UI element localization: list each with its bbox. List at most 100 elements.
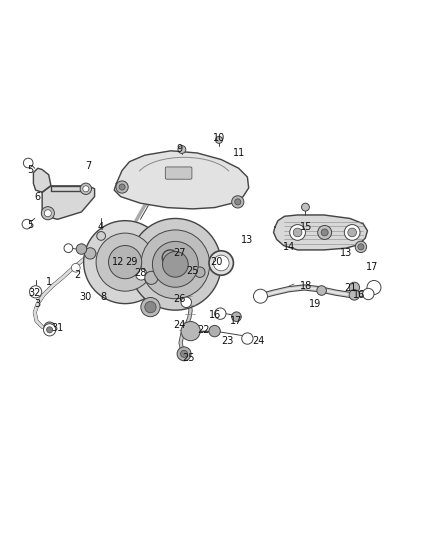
Circle shape <box>85 248 96 259</box>
Circle shape <box>46 327 53 333</box>
Circle shape <box>162 250 178 265</box>
Circle shape <box>318 225 332 239</box>
Text: 9: 9 <box>177 143 183 154</box>
Text: 14: 14 <box>283 242 295 252</box>
Text: 29: 29 <box>126 257 138 267</box>
Circle shape <box>181 321 200 341</box>
Circle shape <box>29 286 42 298</box>
Text: 21: 21 <box>344 284 356 293</box>
Text: 15: 15 <box>300 222 312 232</box>
Text: 3: 3 <box>35 298 41 309</box>
Circle shape <box>293 228 302 237</box>
Text: 27: 27 <box>173 248 186 259</box>
Circle shape <box>242 333 253 344</box>
Text: 17: 17 <box>366 262 378 271</box>
Circle shape <box>43 324 56 336</box>
Circle shape <box>180 263 187 270</box>
Circle shape <box>64 244 73 253</box>
Text: 18: 18 <box>300 281 312 291</box>
Circle shape <box>194 267 205 277</box>
Circle shape <box>41 207 54 220</box>
Polygon shape <box>51 185 88 191</box>
Circle shape <box>349 282 360 293</box>
Text: 26: 26 <box>173 294 186 304</box>
Text: 5: 5 <box>27 165 34 175</box>
Circle shape <box>349 289 360 300</box>
Text: 31: 31 <box>51 322 64 333</box>
Circle shape <box>119 184 125 190</box>
Text: 30: 30 <box>80 292 92 302</box>
Circle shape <box>344 224 360 240</box>
Circle shape <box>178 146 186 154</box>
Polygon shape <box>114 151 249 209</box>
Text: 13: 13 <box>339 248 352 259</box>
Circle shape <box>181 297 191 308</box>
Text: 13: 13 <box>241 235 254 245</box>
Circle shape <box>177 347 191 361</box>
Circle shape <box>96 233 154 291</box>
Text: 4: 4 <box>98 222 104 232</box>
Circle shape <box>290 224 305 240</box>
Circle shape <box>348 228 357 237</box>
Circle shape <box>321 229 328 236</box>
Circle shape <box>209 326 220 337</box>
Circle shape <box>141 230 210 298</box>
Text: 17: 17 <box>230 316 243 326</box>
Text: 11: 11 <box>233 148 245 158</box>
Text: 16: 16 <box>353 290 365 300</box>
Text: 24: 24 <box>252 336 265 346</box>
Circle shape <box>97 231 106 240</box>
Polygon shape <box>130 249 166 280</box>
Circle shape <box>76 244 87 254</box>
Circle shape <box>162 252 188 277</box>
Text: 6: 6 <box>35 192 41 201</box>
Circle shape <box>80 183 92 195</box>
Circle shape <box>209 251 233 275</box>
Text: 8: 8 <box>100 292 106 302</box>
Circle shape <box>358 244 364 250</box>
Text: 12: 12 <box>113 257 125 267</box>
Polygon shape <box>42 185 95 220</box>
Text: 20: 20 <box>211 257 223 267</box>
Text: 25: 25 <box>187 266 199 276</box>
Text: 24: 24 <box>173 320 186 330</box>
Circle shape <box>301 203 309 211</box>
Circle shape <box>22 220 32 229</box>
Circle shape <box>116 181 128 193</box>
Circle shape <box>83 185 89 192</box>
Circle shape <box>130 219 221 310</box>
Circle shape <box>232 312 241 321</box>
Circle shape <box>254 289 268 303</box>
Text: 7: 7 <box>85 161 91 171</box>
Circle shape <box>152 241 198 287</box>
Text: 16: 16 <box>208 310 221 319</box>
Circle shape <box>367 280 381 294</box>
Circle shape <box>23 158 33 168</box>
Circle shape <box>109 246 142 279</box>
Circle shape <box>141 297 160 317</box>
Circle shape <box>213 255 229 271</box>
Circle shape <box>145 271 158 285</box>
Circle shape <box>363 288 374 300</box>
Text: 1: 1 <box>46 277 52 287</box>
Text: 10: 10 <box>213 133 225 143</box>
Circle shape <box>71 263 80 272</box>
Circle shape <box>215 136 223 143</box>
Text: 25: 25 <box>182 353 194 363</box>
FancyBboxPatch shape <box>165 167 192 179</box>
Circle shape <box>235 199 241 205</box>
Circle shape <box>180 350 187 357</box>
Text: 2: 2 <box>74 270 80 280</box>
Circle shape <box>44 322 55 333</box>
Polygon shape <box>274 215 367 250</box>
Polygon shape <box>33 168 51 192</box>
Circle shape <box>232 196 244 208</box>
Text: 32: 32 <box>28 288 41 298</box>
Circle shape <box>44 210 51 217</box>
Text: 19: 19 <box>309 298 321 309</box>
Text: 28: 28 <box>134 268 147 278</box>
Text: 5: 5 <box>27 220 34 230</box>
Circle shape <box>84 221 166 304</box>
Text: 23: 23 <box>222 336 234 346</box>
Circle shape <box>215 308 226 319</box>
